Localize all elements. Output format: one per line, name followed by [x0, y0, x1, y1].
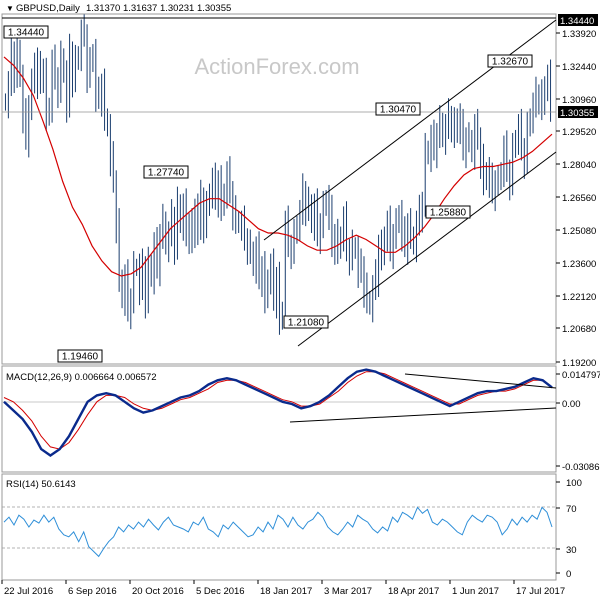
price-axis-tick: 1.34440 — [560, 16, 594, 27]
time-axis-tick: 20 Oct 2016 — [132, 586, 184, 597]
rsi-panel-frame — [1, 473, 557, 581]
price-axis-tick: 1.26560 — [562, 193, 596, 204]
price-axis-tick: 1.25080 — [562, 226, 596, 237]
price-annotation-box — [143, 165, 189, 179]
price-axis: 1.34440 1.33920 1.32440 1.30960 1.29520 1.280… — [556, 14, 598, 369]
time-axis-tick: 22 Jul 2016 — [4, 586, 53, 597]
price-annotation-box — [283, 315, 329, 329]
price-bars — [4, 14, 552, 335]
channel-lower-line — [297, 151, 557, 347]
macd-axis-tick: -0.030868 — [562, 462, 600, 473]
price-annotation: 1.19460 — [62, 352, 99, 363]
macd-label: MACD(12,26,9) 0.006664 0.006572 — [6, 372, 157, 383]
macd-lower-trendline — [289, 407, 557, 423]
price-annotation-box — [425, 205, 471, 219]
price-annotation-box — [487, 54, 533, 68]
time-axis-tick: 18 Jan 2017 — [260, 586, 312, 597]
macd-axis: 0.014797 0.00 -0.030868 — [556, 370, 600, 473]
chart-header-arrow: ▼ — [6, 4, 14, 13]
channel-upper-line — [263, 19, 557, 241]
macd-axis-tick: 0.00 — [562, 399, 581, 410]
rsi-axis-tick: 30 — [566, 545, 577, 556]
price-annotation-box — [3, 25, 49, 39]
price-annotation: 1.32670 — [492, 57, 529, 68]
chart-symbol: GBPUSD,Daily — [16, 3, 80, 14]
rsi-label: RSI(14) 50.6143 — [6, 479, 76, 490]
price-axis-tick: 1.33920 — [562, 29, 596, 40]
price-axis-tick: 1.32440 — [562, 62, 596, 73]
rsi-line — [3, 506, 553, 558]
price-annotation: 1.34440 — [8, 28, 45, 39]
macd-axis-tick: 0.014797 — [562, 370, 600, 381]
price-tag-bg — [558, 14, 598, 26]
rsi-axis: 100 70 30 0 — [556, 478, 582, 580]
price-axis-tick: 1.22120 — [562, 292, 596, 303]
macd-signal-line — [3, 371, 553, 450]
price-axis-tick: 1.29520 — [562, 127, 596, 138]
time-axis-tick: 1 Jun 2017 — [452, 586, 499, 597]
moving-average-line — [3, 56, 553, 277]
price-annotation: 1.21080 — [288, 318, 325, 329]
price-axis-tick: 1.19200 — [562, 358, 596, 369]
price-panel-frame — [1, 13, 557, 365]
time-axis-tick: 6 Sep 2016 — [68, 586, 117, 597]
price-axis-tick: 1.23600 — [562, 259, 596, 270]
price-annotation: 1.30470 — [380, 105, 417, 116]
price-axis-tick: 1.20680 — [562, 324, 596, 335]
price-annotation: 1.25880 — [430, 208, 467, 219]
macd-line — [3, 368, 553, 457]
time-axis-tick: 18 Apr 2017 — [388, 586, 439, 597]
time-axis-tick: 3 Mar 2017 — [324, 586, 372, 597]
last-price-tag-bg — [558, 106, 598, 118]
rsi-axis-tick: 70 — [566, 504, 577, 515]
price-axis-tick: 1.30960 — [562, 95, 596, 106]
last-price-tag: 1.30355 — [560, 108, 594, 119]
time-axis: 22 Jul 2016 6 Sep 2016 20 Oct 2016 5 Dec 20… — [1, 580, 565, 597]
price-annotation: 1.27740 — [148, 168, 185, 179]
price-annotation-box — [57, 349, 103, 363]
time-axis-tick: 5 Dec 2016 — [196, 586, 245, 597]
watermark: ActionForex.com — [194, 54, 359, 79]
rsi-axis-tick: 0 — [566, 569, 571, 580]
rsi-axis-tick: 100 — [566, 478, 582, 489]
chart-ohlc: 1.31370 1.31637 1.30231 1.30355 — [86, 3, 231, 14]
price-annotations: 1.34440 1.27740 1.19460 1.21080 1.30470 1.326… — [3, 25, 533, 363]
macd-upper-trendline — [404, 373, 557, 389]
price-axis-tick: 1.28040 — [562, 160, 596, 171]
time-axis-tick: 17 Jul 2017 — [516, 586, 565, 597]
macd-panel-frame — [1, 365, 557, 473]
price-annotation-box — [375, 102, 421, 116]
